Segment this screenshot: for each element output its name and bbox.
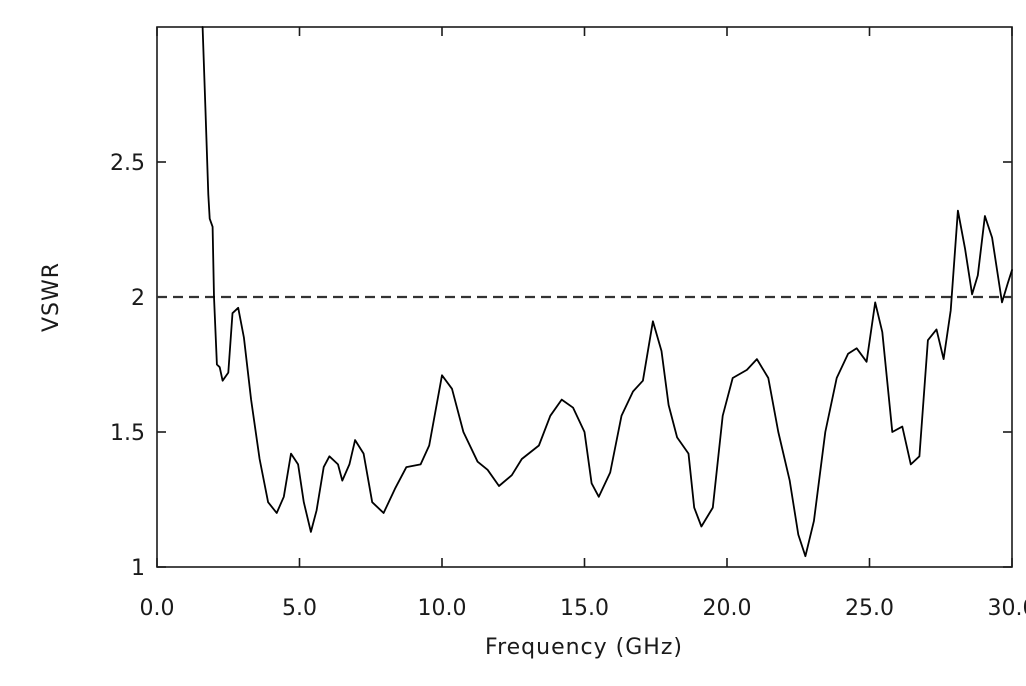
- x-tick-label: 5.0: [282, 596, 317, 621]
- series-line-0: [201, 26, 1013, 558]
- y-tick-label: 2: [131, 286, 145, 311]
- x-tick-label: 20.0: [703, 596, 752, 621]
- x-axis-ticks: 0.0 5.0 10.0 15.0 20.0 25.0 30.0: [140, 27, 1026, 621]
- x-tick-label: 25.0: [845, 596, 894, 621]
- series-group: [201, 26, 1013, 558]
- y-tick-label: 1.5: [110, 421, 145, 446]
- y-tick-label: 2.5: [110, 151, 145, 176]
- x-tick-label: 0.0: [140, 596, 175, 621]
- y-tick-label: 1: [131, 556, 145, 581]
- x-tick-label: 30.0: [988, 596, 1026, 621]
- x-axis-title: Frequency (GHz): [485, 635, 683, 660]
- y-axis-title: VSWR: [39, 262, 64, 332]
- x-tick-label: 15.0: [560, 596, 609, 621]
- y-axis-ticks: 1 1.5 2 2.5: [110, 151, 1012, 581]
- x-tick-label: 10.0: [418, 596, 467, 621]
